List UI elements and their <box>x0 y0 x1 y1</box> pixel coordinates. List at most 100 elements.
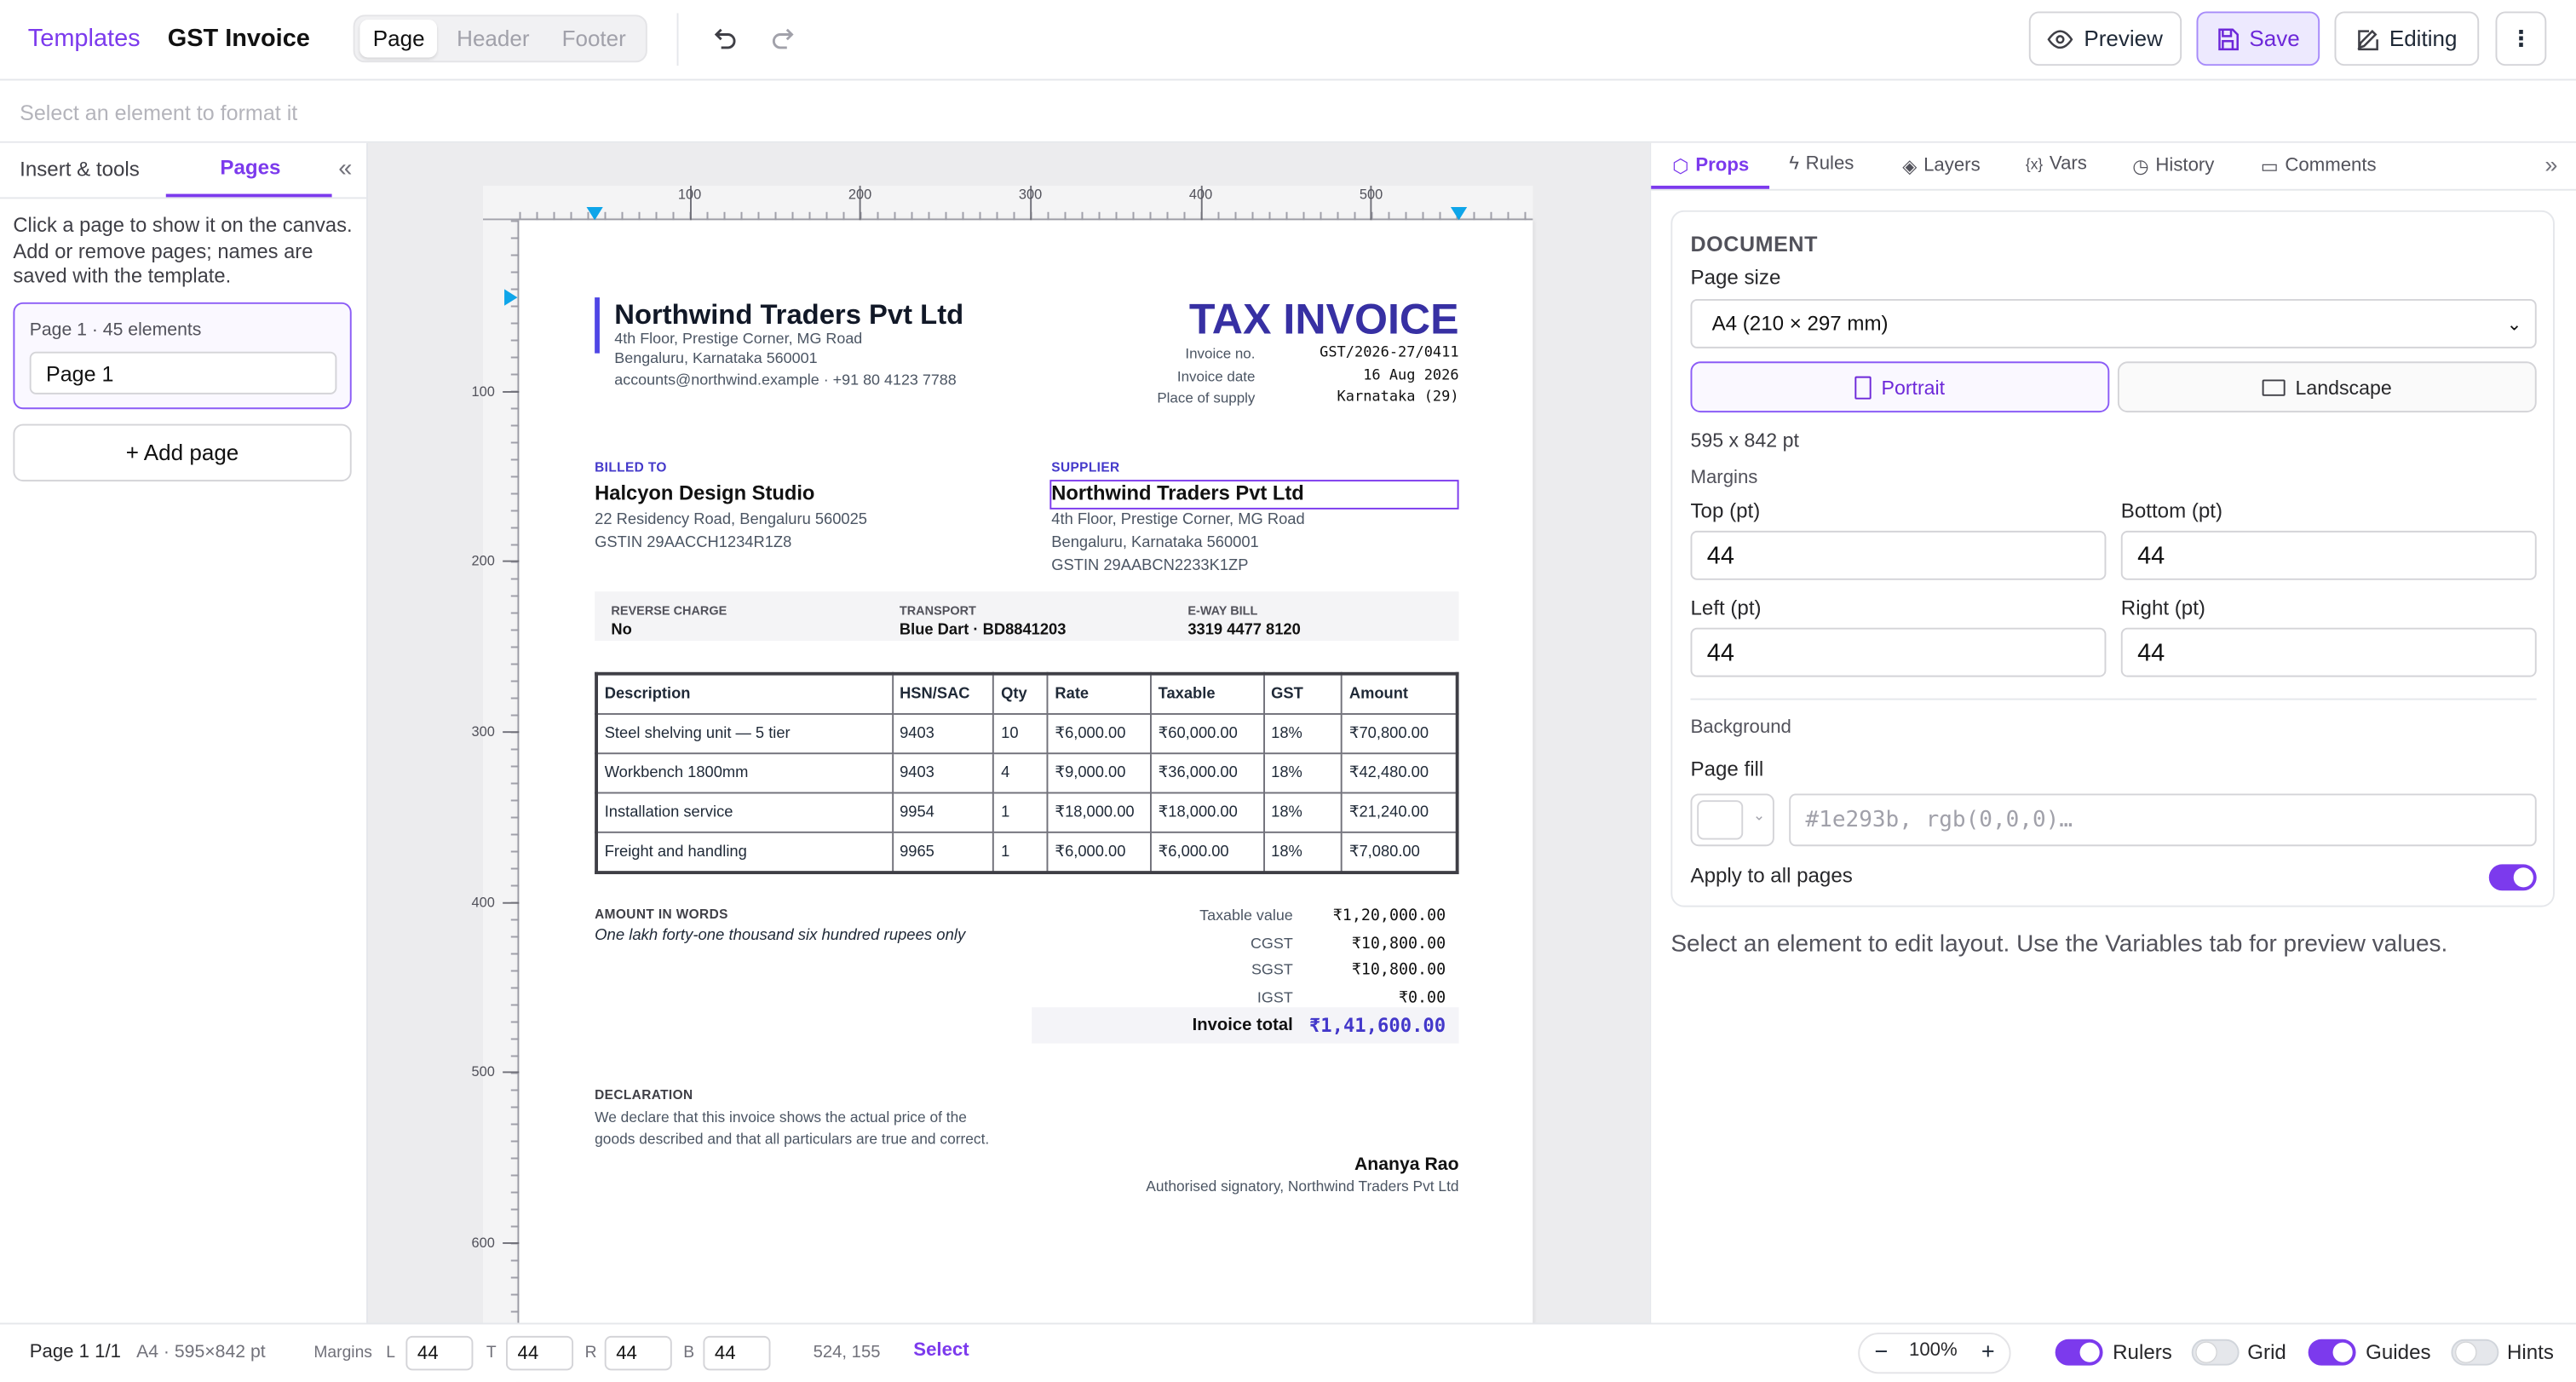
zoom-in[interactable]: + <box>1981 1337 1995 1364</box>
margin-input[interactable]: 44 <box>505 1335 574 1371</box>
tab-label: Vars <box>2049 154 2087 175</box>
table-cell: ₹7,080.00 <box>1341 831 1458 874</box>
info-label: E-WAY BILL <box>1187 602 1258 619</box>
margin-input[interactable]: 44 <box>2120 530 2537 580</box>
margin-input[interactable]: 44 <box>1690 627 2107 677</box>
panel-tab[interactable]: ◈ Layers <box>1902 154 1980 177</box>
ruler-tick <box>503 901 520 904</box>
shape <box>2048 29 2074 49</box>
section-divider <box>1690 698 2537 700</box>
shape <box>785 28 794 41</box>
document-card <box>1670 210 2555 907</box>
margin-input[interactable]: 44 <box>604 1335 672 1371</box>
table-cell: 18% <box>1262 712 1343 755</box>
redo-button[interactable] <box>769 25 799 55</box>
table-cell: 18% <box>1262 792 1343 833</box>
portrait-button[interactable]: Portrait <box>1690 361 2110 413</box>
table-row: Steel shelving unit — 5 tier 9403 10 ₹6,000… <box>595 712 1458 755</box>
collapse-button[interactable]: « <box>338 154 353 183</box>
table-cell: ₹70,800.00 <box>1341 712 1458 755</box>
panel-tab[interactable]: {x} Vars <box>2026 154 2087 174</box>
panel-tab[interactable]: ⬡ Props <box>1672 154 1749 177</box>
grid-toggle[interactable] <box>2191 1339 2240 1366</box>
company-line: accounts@northwind.example · +91 80 4123… <box>614 371 957 389</box>
margins-label: Margins <box>1690 468 1758 488</box>
tab-label: Comments <box>2285 156 2377 176</box>
toolbar <box>0 0 2576 81</box>
page-name-input[interactable]: Page 1 <box>29 351 337 394</box>
table-cell: Steel shelving unit — 5 tier <box>595 712 894 755</box>
ruler-tick <box>503 561 520 563</box>
table-row: Installation service 9954 1 ₹18,000.00 ₹18,0… <box>595 792 1458 833</box>
table-cell: ₹6,000.00 <box>1046 712 1152 755</box>
icon: ⌄ <box>2506 314 2522 335</box>
panel-tab[interactable]: ▭ Comments <box>2261 154 2377 177</box>
invoice-page: Northwind Traders Pvt Ltd 4th Floor, Pre… <box>519 220 1533 1382</box>
breadcrumb-link[interactable]: Templates <box>27 24 141 53</box>
column-header: GST <box>1262 672 1343 715</box>
input-value: Page 1 <box>45 360 114 386</box>
section-tab[interactable]: Page <box>372 26 425 51</box>
ruler-tick <box>503 1242 520 1245</box>
icon: {x} <box>2025 156 2044 173</box>
table-cell: 1 <box>992 792 1049 833</box>
guides-toggle[interactable] <box>2308 1339 2356 1366</box>
add-page-button[interactable]: + Add page <box>13 423 352 482</box>
field-label: Page fill <box>1690 757 1764 781</box>
format-hint: Select an element to format it <box>20 100 298 125</box>
margin-input[interactable]: 44 <box>1690 530 2107 580</box>
margin-input[interactable]: 44 <box>2120 627 2537 677</box>
field-label: Bottom (pt) <box>2120 499 2223 523</box>
rulers-toggle[interactable] <box>2055 1339 2103 1366</box>
save-button[interactable]: Save <box>2196 11 2320 66</box>
ruler-label: 200 <box>848 185 872 203</box>
column-header: Amount <box>1341 672 1458 715</box>
info-label: TRANSPORT <box>899 602 976 619</box>
editing-button[interactable]: Editing <box>2334 11 2480 66</box>
undo-button[interactable] <box>710 25 739 55</box>
page-size-info: A4 · 595×842 pt <box>136 1342 266 1362</box>
apply-all-toggle[interactable] <box>2488 864 2537 891</box>
page-fill-input[interactable]: #1e293b, rgb(0,0,0)… <box>1789 793 2537 847</box>
invoice-title: TAX INVOICE <box>1188 294 1459 344</box>
tab-label: Rules <box>1805 154 1854 175</box>
section-tab[interactable]: Header <box>457 26 530 51</box>
section-tab[interactable]: Footer <box>561 26 626 51</box>
more-button[interactable]: ⋮ <box>2495 11 2547 66</box>
icon: ▭ <box>2260 158 2279 178</box>
preview-button[interactable]: Preview <box>2028 11 2182 66</box>
zoom-out[interactable]: − <box>1874 1337 1889 1364</box>
input-value: 44 <box>1706 541 1734 570</box>
background-label: Background <box>1690 717 1791 738</box>
ruler-label: 600 <box>471 1234 495 1251</box>
panel-tab[interactable]: Insert & tools <box>20 158 140 181</box>
panel-tab[interactable]: ϟ Rules <box>1789 154 1854 174</box>
ruler-tick <box>860 185 862 221</box>
toggle-label: Guides <box>2366 1340 2431 1364</box>
button-label: Portrait <box>1881 375 1946 399</box>
margin-input[interactable]: 44 <box>405 1335 474 1371</box>
field-label: Right (pt) <box>2120 596 2205 620</box>
tab-label: Layers <box>1923 156 1981 176</box>
table-cell: ₹21,240.00 <box>1341 792 1458 833</box>
table-cell: ₹18,000.00 <box>1046 792 1152 833</box>
guide-marker <box>1450 206 1468 221</box>
tab-label: History <box>2155 156 2215 176</box>
margin-input[interactable]: 44 <box>703 1335 771 1371</box>
table-cell: 9954 <box>891 792 995 833</box>
shape <box>2218 27 2240 50</box>
panel-tab[interactable]: Pages <box>220 156 281 180</box>
company-line: Bengaluru, Karnataka 560001 <box>614 349 818 367</box>
panel-tab[interactable]: ◷ History <box>2132 154 2214 177</box>
input-value: 44 <box>2137 638 2165 667</box>
shape <box>2358 28 2379 50</box>
line-items-table: Description HSN/SAC Qty Rate Taxable GST Amoun… <box>595 671 1459 874</box>
color-swatch-button[interactable]: ⌄ <box>1690 793 1774 847</box>
hints-toggle[interactable] <box>2451 1339 2499 1366</box>
landscape-button[interactable]: Landscape <box>2117 361 2537 413</box>
info-value: No <box>611 620 632 640</box>
collapse-button[interactable]: » <box>2544 151 2558 178</box>
ruler-label: 400 <box>471 893 495 911</box>
table-header-row: Description HSN/SAC Qty Rate Taxable GST Amoun… <box>595 672 1458 715</box>
page-size-select[interactable]: A4 (210 × 297 mm) ⌄ <box>1690 298 2537 348</box>
